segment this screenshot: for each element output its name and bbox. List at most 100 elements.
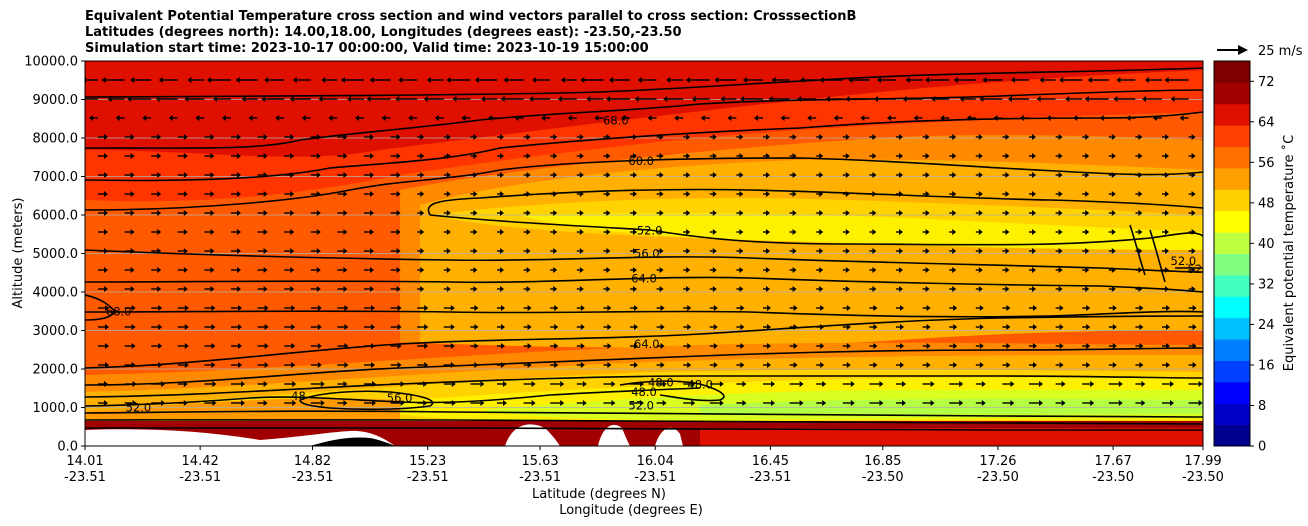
wind-vector-head: [503, 400, 507, 406]
wind-vector-head: [473, 267, 478, 273]
wind-vector-head: [371, 324, 375, 330]
wind-vector-head: [211, 362, 216, 368]
wind-vector-head: [500, 172, 504, 178]
wind-vector-head: [1192, 343, 1197, 349]
wind-vector-head: [797, 96, 802, 102]
wind-vector-head: [1005, 172, 1010, 178]
wind-vector-head: [105, 305, 109, 311]
x-tick-label-lon: -23.51: [179, 470, 221, 485]
wind-vector-head: [396, 172, 401, 178]
wind-vector-head: [579, 210, 584, 216]
wind-vector-head: [446, 229, 451, 235]
contour-label: 60.0: [628, 154, 654, 168]
wind-vector-head: [131, 362, 136, 368]
wind-vector-head: [531, 381, 536, 387]
y-tick-label: 1000.0: [33, 401, 79, 416]
colorbar-band: [1214, 125, 1250, 148]
wind-vector-head: [101, 77, 106, 83]
wind-vector-head: [925, 134, 930, 140]
wind-vector-head: [978, 134, 983, 140]
wind-vector-head: [237, 248, 241, 254]
wind-vector-head: [580, 343, 585, 349]
contour-line-48-lower: [619, 380, 725, 402]
wind-vector-head: [263, 267, 268, 273]
colorbar-band: [1214, 82, 1250, 105]
colorbar-tick-label: 24: [1258, 318, 1275, 333]
wind-vector-head: [1191, 153, 1196, 159]
wind-vector-head: [822, 381, 827, 387]
wind-vector-head: [344, 324, 349, 330]
wind-vector-head: [446, 267, 451, 273]
wind-vector-head: [475, 77, 479, 83]
wind-vector-head: [594, 115, 599, 121]
wind-vector-head: [450, 343, 455, 349]
contour-label: 68.0: [106, 304, 132, 318]
wind-vector-head: [1191, 248, 1196, 254]
wind-vector-head: [423, 96, 428, 102]
y-tick-label: 9000.0: [33, 93, 79, 108]
wind-vector-head: [633, 153, 637, 159]
wind-vector-head: [527, 362, 532, 368]
wind-vector-head: [343, 153, 348, 159]
wind-vector-head: [607, 305, 612, 311]
wind-vector-head: [1059, 305, 1064, 311]
wind-vector-head: [712, 229, 717, 235]
wind-vector-head: [845, 210, 850, 216]
wind-vector-head: [157, 191, 162, 197]
wind-vector-head: [446, 191, 451, 197]
wind-vector-head: [952, 191, 957, 197]
colorbar-band: [1214, 167, 1250, 190]
wind-vector-head: [104, 191, 108, 197]
wind-vector-head: [370, 134, 374, 140]
wind-vector-head: [659, 210, 664, 216]
wind-vector-head: [446, 248, 451, 254]
wind-vector-head: [771, 400, 775, 406]
wind-vector-head: [155, 96, 160, 102]
wind-vector-head: [89, 115, 93, 121]
wind-vector-head: [1142, 96, 1146, 102]
wind-vector-head: [264, 362, 269, 368]
wind-vector-head: [687, 305, 692, 311]
wind-vector-head: [343, 286, 348, 292]
wind-vector-head: [1005, 248, 1010, 254]
contour-label: 48.0: [631, 385, 657, 399]
wind-vector-head: [793, 362, 798, 368]
wind-vector-head: [473, 134, 478, 140]
wind-vector-head: [328, 115, 333, 121]
wind-vector-head: [554, 305, 559, 311]
wind-vector-head: [212, 400, 217, 406]
wind-vector-head: [1111, 134, 1116, 140]
wind-vector-head: [264, 324, 269, 330]
colorbar-tick-label: 72: [1258, 75, 1275, 90]
wind-vector-head: [768, 96, 773, 102]
wind-vector-head: [261, 96, 266, 102]
wind-vector-head: [115, 115, 120, 121]
wind-vector-head: [104, 229, 108, 235]
wind-vector-head: [1090, 381, 1095, 387]
wind-vector-head: [567, 115, 572, 121]
wind-vector-head: [1058, 248, 1063, 254]
wind-vector-head: [687, 343, 692, 349]
wind-vector-head: [241, 400, 245, 406]
wind-vector-head: [978, 210, 983, 216]
wind-vector-head: [872, 172, 877, 178]
colorbar-band: [1214, 424, 1250, 447]
wind-vector-head: [953, 362, 958, 368]
wind-vector-head: [473, 286, 478, 292]
wind-vector-head: [712, 191, 717, 197]
colorbar-band: [1214, 274, 1250, 297]
contour-label: 48.0: [648, 375, 674, 389]
contour-line-56-lower: [85, 375, 1203, 398]
wind-vector-head: [579, 134, 584, 140]
wind-vector-head: [634, 324, 638, 330]
wind-vector-head: [633, 210, 637, 216]
contour-labels: 68.060.052.056.064.064.068.052.052.048.0…: [106, 114, 1203, 415]
wind-vector-head: [825, 96, 830, 102]
wind-vector-head: [1141, 400, 1146, 406]
wind-vector-head: [660, 362, 665, 368]
wind-vector-head: [248, 115, 253, 121]
x-tick-label-lat: 17.99: [1184, 454, 1221, 469]
colorbar-tick-label: 48: [1258, 196, 1275, 211]
wind-vector-head: [872, 210, 877, 216]
wind-vector-head: [659, 153, 664, 159]
